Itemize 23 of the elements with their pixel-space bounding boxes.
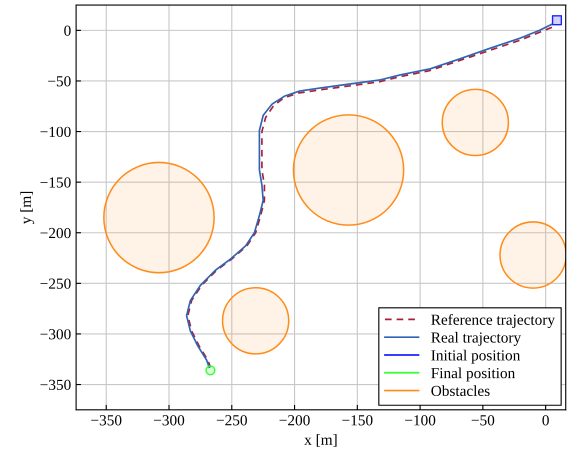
legend-label: Obstacles	[431, 385, 490, 396]
y-tick-label: −350	[40, 380, 71, 390]
y-tick-label: −250	[40, 278, 71, 289]
x-axis-title: x [m]	[304, 434, 337, 447]
x-tick-label: 0	[542, 415, 549, 426]
legend-label: Reference trajectory	[431, 314, 555, 328]
y-tick-label: −50	[48, 76, 71, 86]
x-tick-label: −100	[405, 415, 436, 426]
y-tick-label: −150	[40, 177, 71, 188]
y-axis-title: y [m]	[20, 192, 34, 224]
y-tick-label: −200	[40, 228, 71, 238]
x-tick-label: −50	[472, 415, 494, 426]
x-tick-label: −300	[154, 415, 184, 426]
legend-label: Initial position	[431, 350, 520, 364]
x-tick-label: −350	[91, 415, 122, 426]
legend-label: Final position	[431, 368, 515, 382]
y-tick-label: −300	[40, 329, 71, 340]
y-tick-label: 0	[64, 26, 71, 36]
y-tick-label: −100	[40, 126, 71, 138]
legend-label: Real trajectory	[431, 332, 522, 346]
x-tick-label: −250	[216, 415, 247, 426]
x-tick-label: −150	[342, 415, 373, 426]
x-tick-label: −200	[280, 415, 310, 426]
